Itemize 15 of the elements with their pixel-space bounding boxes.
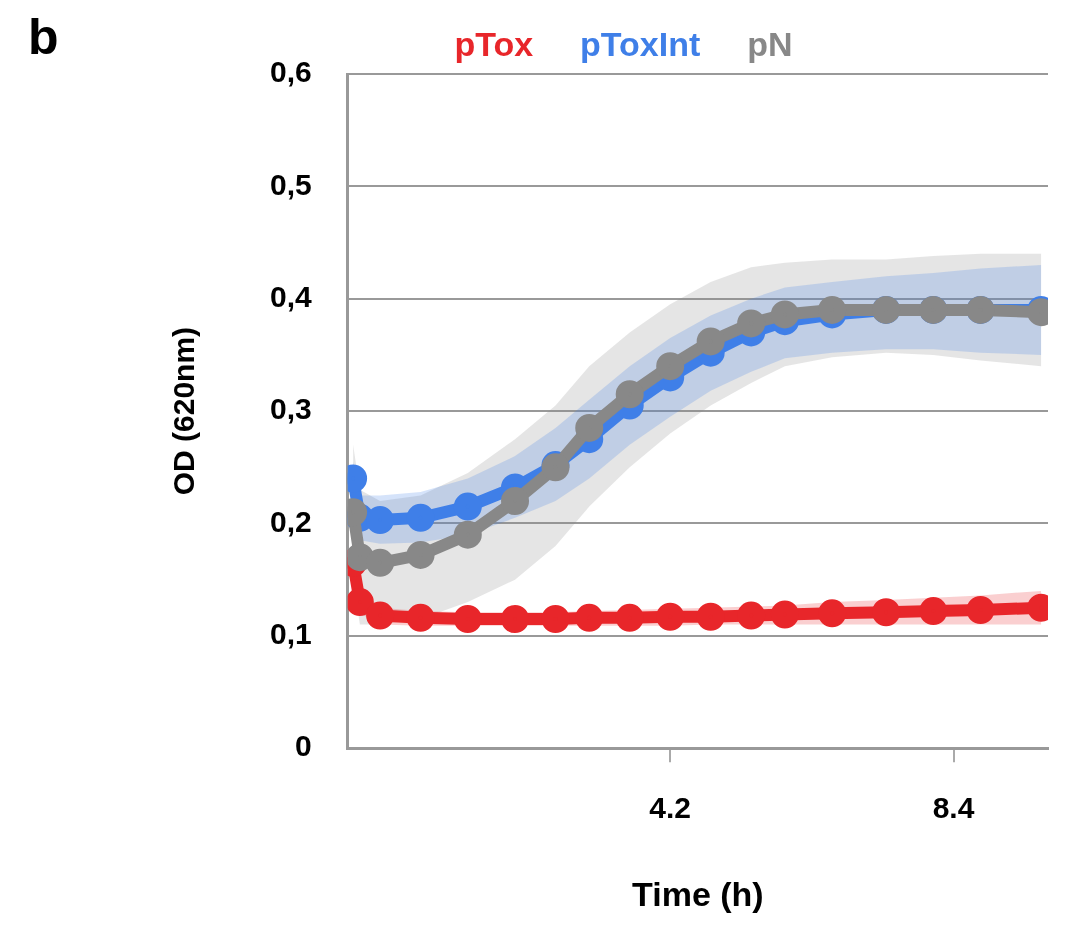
text: b bbox=[28, 8, 59, 66]
y-tick-label: 0,5 bbox=[269, 167, 312, 201]
text: pToxInt bbox=[580, 25, 701, 64]
text: pN bbox=[747, 25, 793, 64]
y-tick-label: 0,6 bbox=[269, 55, 312, 89]
y-tick-label: 0,1 bbox=[269, 617, 312, 651]
y-tick-label: 0 bbox=[295, 729, 312, 763]
y-tick-label: 0,2 bbox=[269, 504, 312, 538]
text: pTox bbox=[454, 25, 534, 64]
x-tick-label: 8.4 bbox=[932, 791, 975, 825]
y-tick-label: 0,3 bbox=[269, 392, 312, 426]
x-axis-title: Time (h) bbox=[632, 874, 764, 913]
x-tick-label: 4.2 bbox=[649, 791, 692, 825]
y-axis-title: OD (620nm) bbox=[167, 326, 201, 496]
y-tick-label: 0,4 bbox=[269, 280, 312, 313]
